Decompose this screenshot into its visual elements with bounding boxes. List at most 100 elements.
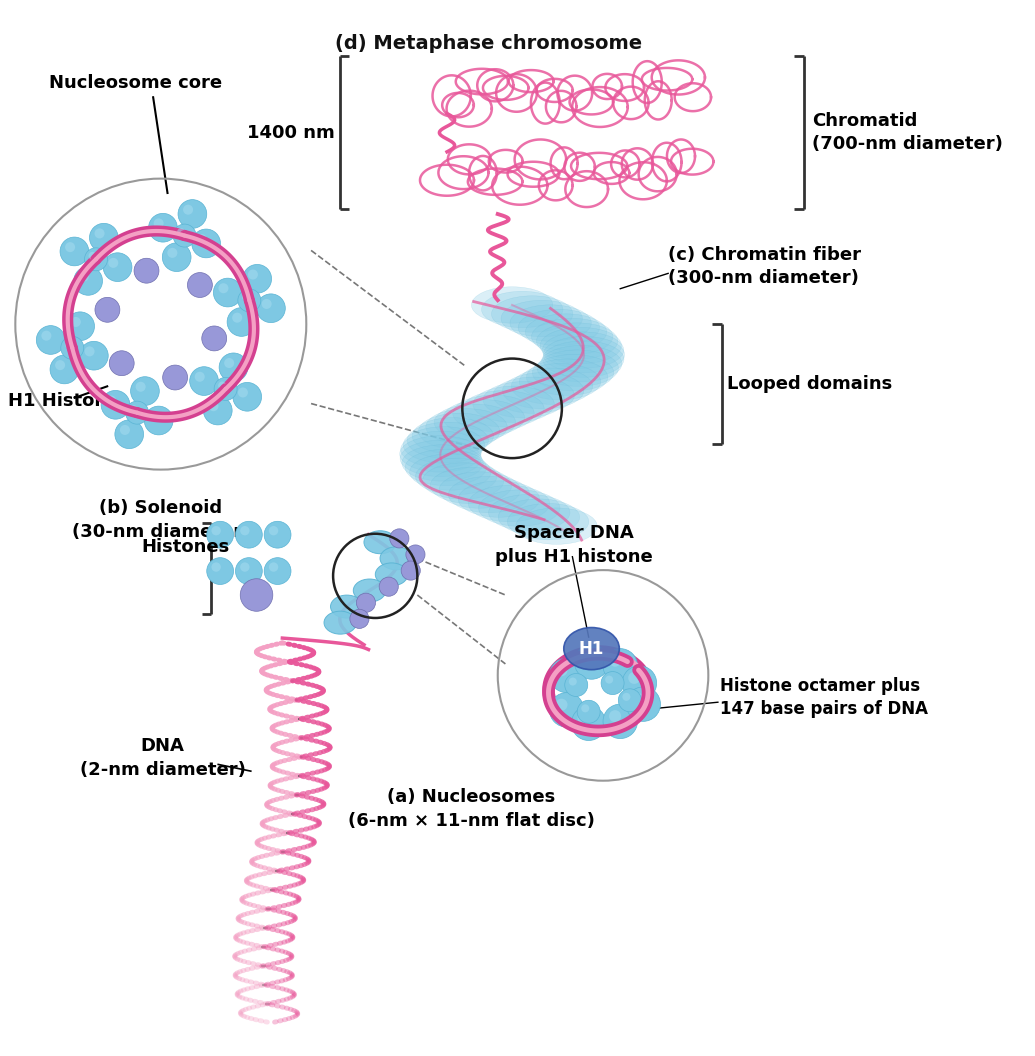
Ellipse shape [407,422,489,458]
Text: 1400 nm: 1400 nm [247,124,335,142]
Ellipse shape [376,563,408,586]
Circle shape [262,299,271,309]
Circle shape [232,313,242,323]
Ellipse shape [532,355,614,391]
Circle shape [603,648,638,683]
Text: Histone octamer plus
147 base pairs of DNA: Histone octamer plus 147 base pairs of D… [719,677,927,718]
Circle shape [168,248,177,258]
Circle shape [65,340,72,348]
Ellipse shape [452,395,534,432]
Ellipse shape [434,404,515,440]
Circle shape [204,396,232,425]
Circle shape [65,242,76,252]
Text: Looped domains: Looped domains [728,376,893,394]
Ellipse shape [415,458,497,494]
Circle shape [130,377,159,406]
Circle shape [605,676,613,683]
Circle shape [257,294,286,322]
Ellipse shape [401,431,482,468]
Circle shape [243,264,271,294]
Text: Nucleosome core: Nucleosome core [50,74,223,92]
Ellipse shape [542,341,624,377]
Ellipse shape [471,287,553,323]
Circle shape [390,529,409,548]
Ellipse shape [511,369,593,404]
Ellipse shape [543,337,624,373]
Ellipse shape [501,300,583,337]
Circle shape [101,391,129,419]
Circle shape [236,558,262,584]
Text: Chromatid
(700-nm diameter): Chromatid (700-nm diameter) [811,112,1003,153]
Ellipse shape [400,436,481,472]
Circle shape [603,704,638,738]
Ellipse shape [540,327,621,363]
Circle shape [41,331,52,341]
Circle shape [622,693,630,701]
Text: DNA
(2-nm diameter): DNA (2-nm diameter) [80,737,245,778]
Circle shape [609,655,621,666]
Ellipse shape [507,504,589,540]
Text: H1 Histone: H1 Histone [7,392,119,410]
Ellipse shape [404,427,484,464]
Circle shape [173,224,196,247]
Circle shape [356,593,376,612]
Circle shape [120,425,130,435]
Ellipse shape [519,309,599,345]
Circle shape [136,381,146,392]
Ellipse shape [483,381,564,418]
Circle shape [94,228,105,239]
Ellipse shape [493,377,574,414]
Ellipse shape [431,468,511,504]
Circle shape [240,563,249,571]
Text: (d) Metaphase chromosome: (d) Metaphase chromosome [334,34,642,53]
Circle shape [195,372,205,382]
Circle shape [574,645,609,679]
Circle shape [197,234,207,244]
Circle shape [402,561,420,580]
Circle shape [556,664,567,676]
Circle shape [213,278,242,307]
Ellipse shape [502,373,584,409]
Circle shape [214,377,237,400]
Circle shape [208,401,218,411]
Circle shape [95,298,120,322]
Ellipse shape [448,476,530,513]
Circle shape [218,381,227,390]
Circle shape [183,205,194,214]
Circle shape [115,420,144,449]
Circle shape [626,686,660,721]
Circle shape [227,307,256,337]
Circle shape [191,229,220,258]
Circle shape [149,213,177,242]
Circle shape [178,200,207,228]
Circle shape [618,689,642,712]
Circle shape [379,577,398,597]
Ellipse shape [425,409,507,445]
Circle shape [601,672,624,695]
Circle shape [187,272,212,298]
Text: (a) Nucleosomes
(6-nm × 11-nm flat disc): (a) Nucleosomes (6-nm × 11-nm flat disc) [348,789,594,830]
Circle shape [550,693,584,728]
Circle shape [219,353,247,381]
Circle shape [189,366,218,395]
Ellipse shape [520,363,600,400]
Circle shape [177,228,185,237]
Text: Histones: Histones [142,539,230,557]
Circle shape [207,522,234,548]
Ellipse shape [537,350,619,386]
Circle shape [211,526,220,535]
Ellipse shape [443,399,525,436]
Circle shape [238,388,248,397]
Circle shape [632,693,644,705]
Ellipse shape [564,627,619,670]
Circle shape [135,259,159,283]
Circle shape [622,666,656,700]
Ellipse shape [459,480,539,517]
Circle shape [578,712,590,724]
Circle shape [85,248,108,270]
Ellipse shape [526,314,607,351]
Ellipse shape [481,291,563,327]
Ellipse shape [536,323,618,359]
Circle shape [269,526,278,535]
Circle shape [264,522,291,548]
